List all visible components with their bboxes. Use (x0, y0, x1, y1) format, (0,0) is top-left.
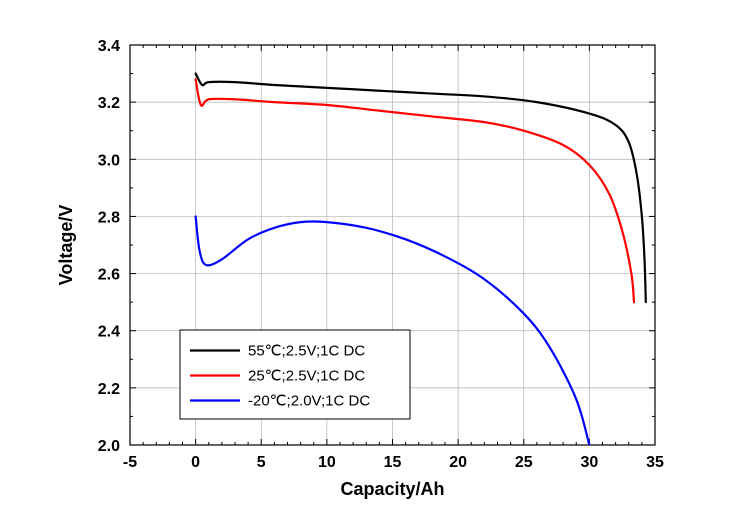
legend-label-2: -20℃;2.0V;1C DC (248, 393, 370, 410)
y-tick-label: 2.6 (98, 267, 120, 284)
x-tick-label: 20 (449, 454, 467, 471)
legend-label-1: 25℃;2.5V;1C DC (248, 368, 365, 385)
x-axis-label: Capacity/Ah (340, 479, 444, 499)
y-tick-label: 2.8 (98, 209, 120, 226)
y-tick-label: 2.2 (98, 381, 120, 398)
y-axis-label: Voltage/V (56, 205, 76, 286)
y-tick-label: 3.2 (98, 95, 120, 112)
y-tick-label: 2.4 (98, 324, 120, 341)
x-tick-label: 15 (384, 454, 402, 471)
chart-container: -5 0 5 10 15 20 25 30 35 2.0 2.2 2.4 2.6 2.8 3.0 3.2 3.4… (0, 0, 750, 525)
y-tick-label: 3.4 (98, 38, 120, 55)
x-tick-label: 0 (191, 454, 200, 471)
x-tick-label: 30 (580, 454, 598, 471)
legend-label-0: 55℃;2.5V;1C DC (248, 343, 365, 360)
x-tick-label: 35 (646, 454, 664, 471)
y-tick-label: 2.0 (98, 438, 120, 455)
x-tick-label: 25 (515, 454, 533, 471)
discharge-curve-chart: -5 0 5 10 15 20 25 30 35 2.0 2.2 2.4 2.6 2.8 3.0 3.2 3.4… (0, 0, 750, 525)
y-tick-label: 3.0 (98, 152, 120, 169)
x-tick-label: 5 (257, 454, 266, 471)
x-tick-label: 10 (318, 454, 336, 471)
x-tick-label: -5 (123, 454, 137, 471)
